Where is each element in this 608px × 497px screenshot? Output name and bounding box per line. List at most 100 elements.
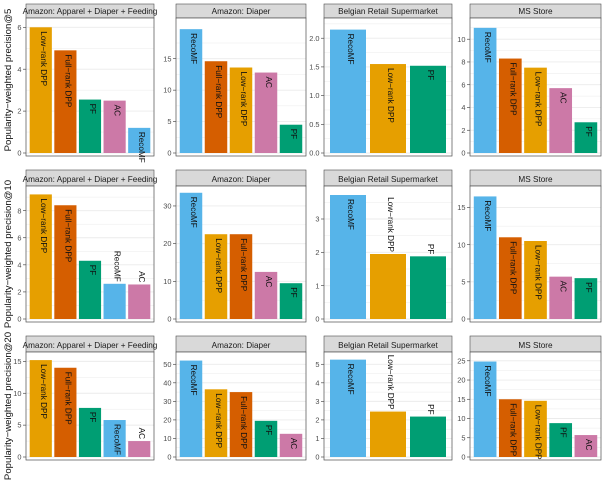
bar-label: AC bbox=[137, 271, 146, 282]
bar-label: Low−rank DPP bbox=[39, 364, 48, 419]
bar bbox=[54, 367, 77, 457]
y-tick-label: 25 bbox=[457, 356, 465, 365]
facet-panel: MS Store 0 2 4 6 8 10 RecoMF Full−rank DPP Low−ra… bbox=[457, 3, 602, 158]
bar-label: PF bbox=[88, 104, 97, 114]
bar-label: Full−rank DPP bbox=[239, 238, 248, 292]
bar bbox=[78, 260, 102, 319]
bar-label: PF bbox=[289, 287, 298, 297]
bar-label: RecoMF bbox=[137, 132, 146, 163]
facet-panel: Belgian Retail Supermarket 0 1 2 3 RecoMF Low−… bbox=[315, 169, 453, 324]
bar-label: PF bbox=[584, 126, 593, 136]
y-tick-label: 4 bbox=[461, 103, 465, 112]
bar bbox=[330, 29, 366, 153]
bar-label: Full−rank DPP bbox=[214, 65, 223, 119]
y-tick-label: 15 bbox=[457, 395, 465, 404]
bar-label: Full−rank DPP bbox=[63, 54, 72, 108]
bar-label: RecoMF bbox=[346, 364, 355, 395]
bar bbox=[254, 420, 278, 457]
y-tick-label: 0 bbox=[167, 149, 171, 158]
bar-label: PF bbox=[559, 427, 568, 437]
facet-title: Belgian Retail Supermarket bbox=[338, 7, 438, 16]
y-tick-label: 1.5 bbox=[309, 63, 319, 72]
bar bbox=[128, 441, 151, 457]
panel-border bbox=[469, 17, 602, 157]
bar-label: RecoMF bbox=[189, 33, 198, 64]
bar-label: PF bbox=[584, 282, 593, 292]
facet-title: MS Store bbox=[518, 341, 553, 350]
facet-title: Amazon: Apparel + Diaper + Feeding bbox=[23, 7, 158, 16]
bar bbox=[524, 67, 547, 153]
bar bbox=[574, 278, 598, 319]
panel-border bbox=[469, 185, 602, 323]
bar-label: Low−rank DPP bbox=[239, 72, 248, 127]
y-tick-label: 2.0 bbox=[309, 34, 319, 43]
bar bbox=[229, 67, 253, 153]
bar bbox=[330, 195, 366, 319]
bar bbox=[128, 127, 151, 153]
bar-label: Full−rank DPP bbox=[239, 396, 248, 450]
bar-label: PF bbox=[426, 244, 435, 254]
bar-label: Low−rank DPP bbox=[386, 355, 395, 410]
bar bbox=[254, 271, 278, 319]
facet-title: Amazon: Diaper bbox=[212, 7, 271, 16]
bar bbox=[549, 88, 573, 153]
y-tick-label: 6 bbox=[17, 23, 21, 32]
panel-border bbox=[25, 185, 155, 323]
bar-label: RecoMF bbox=[189, 365, 198, 396]
bar-label: Low−rank DPP bbox=[386, 68, 395, 123]
y-tick-label: 30 bbox=[163, 397, 171, 406]
bar-label: RecoMF bbox=[346, 199, 355, 230]
bar-label: Low−rank DPP bbox=[39, 198, 48, 253]
bar-label: RecoMF bbox=[113, 251, 122, 282]
bar bbox=[574, 122, 598, 153]
facet-panel: Amazon: Diaper 0 10 20 30 RecoMF Low−rank DPP F… bbox=[163, 169, 307, 324]
y-tick-label: 20 bbox=[163, 416, 171, 425]
bar bbox=[370, 254, 406, 319]
bar-label: RecoMF bbox=[189, 197, 198, 228]
bar bbox=[29, 360, 52, 457]
bar bbox=[498, 58, 522, 153]
y-tick-label: 50 bbox=[163, 360, 171, 369]
bar bbox=[204, 389, 228, 457]
bar bbox=[279, 433, 303, 457]
bar bbox=[498, 399, 522, 457]
bar bbox=[549, 276, 573, 319]
y-tick-label: 2 bbox=[17, 288, 21, 297]
y-tick-label: 0.0 bbox=[309, 149, 319, 158]
bar-label: AC bbox=[559, 281, 568, 292]
bar bbox=[574, 435, 598, 457]
bar-label: Low−rank DPP bbox=[214, 238, 223, 293]
y-tick-label: 0 bbox=[167, 453, 171, 462]
facet-title: Belgian Retail Supermarket bbox=[338, 175, 438, 184]
bar-label: AC bbox=[559, 92, 568, 103]
bar-label: AC bbox=[584, 439, 593, 450]
bar-label: PF bbox=[88, 265, 97, 275]
bar-label: PF bbox=[88, 412, 97, 422]
bar-label: Low−rank DPP bbox=[534, 72, 543, 127]
y-tick-label: 0 bbox=[315, 315, 319, 324]
y-tick-label: 20 bbox=[457, 376, 465, 385]
y-tick-label: 10 bbox=[457, 35, 465, 44]
bar bbox=[103, 100, 126, 153]
y-tick-label: 5 bbox=[461, 277, 465, 286]
y-axis-label: Popularity−weighted precision@5 bbox=[3, 9, 14, 152]
panel-border bbox=[323, 17, 453, 157]
bar bbox=[279, 124, 303, 153]
panel-border bbox=[175, 351, 307, 461]
facet-title: MS Store bbox=[518, 175, 553, 184]
y-tick-label: 0 bbox=[461, 149, 465, 158]
bar-label: Low−rank DPP bbox=[534, 405, 543, 460]
y-tick-label: 0 bbox=[17, 149, 21, 158]
facet-title: MS Store bbox=[518, 7, 553, 16]
bar bbox=[179, 360, 203, 457]
bar bbox=[229, 234, 253, 319]
facet-title: Belgian Retail Supermarket bbox=[338, 341, 438, 350]
y-tick-label: 2 bbox=[461, 126, 465, 135]
panel-border bbox=[25, 351, 155, 461]
bar-label: PF bbox=[289, 129, 298, 139]
y-tick-label: 0 bbox=[461, 453, 465, 462]
bar bbox=[473, 27, 497, 153]
y-tick-label: 2 bbox=[17, 107, 21, 116]
bar bbox=[204, 61, 228, 153]
